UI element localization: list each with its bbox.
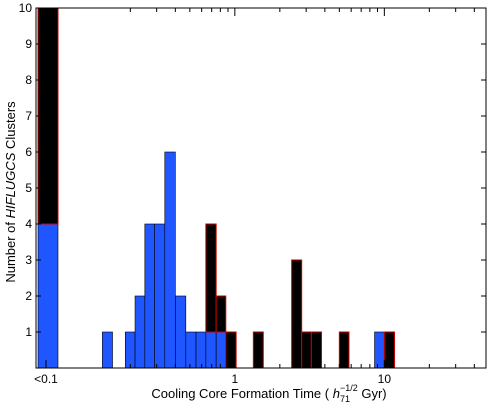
bar-black-14 — [291, 259, 303, 369]
y-tick-label-10: 10 — [19, 1, 33, 15]
plot-frame — [35, 7, 487, 369]
bar-blue-3 — [134, 295, 146, 369]
y-tick-label-7: 7 — [25, 109, 32, 123]
x-axis-title: Cooling Core Formation Time ( h71−1/2 Gy… — [151, 383, 386, 404]
bar-blue-6 — [164, 151, 176, 369]
bar-blue-10 — [205, 331, 217, 369]
y-axis-title-text: Number of — [3, 218, 18, 282]
bar-black-13 — [252, 331, 264, 369]
bar-black-19 — [383, 331, 396, 369]
y-tick-label-5: 5 — [25, 181, 32, 195]
bar-black-17 — [338, 331, 350, 369]
bar-black-15 — [301, 331, 312, 369]
y-tick-label-2: 2 — [25, 289, 32, 303]
x-axis-title-text: Cooling Core Formation Time ( — [151, 386, 332, 401]
y-tick-label-9: 9 — [25, 37, 32, 51]
bar-black-10 — [205, 223, 217, 333]
y-tick-label-6: 6 — [25, 145, 32, 159]
bar-black-11 — [215, 295, 227, 333]
bar-blue-2 — [124, 331, 136, 369]
x-tick-label-1: 1 — [231, 372, 238, 386]
axes-group — [35, 7, 487, 369]
x-axis-title-h-sup: −1/2 — [340, 383, 358, 393]
y-axis-title: Number of HIFLUGCS Clusters — [3, 101, 18, 283]
x-tick-label-0: <0.1 — [34, 372, 58, 386]
bar-blue-7 — [175, 295, 187, 369]
y-tick-label-4: 4 — [25, 217, 32, 231]
x-axis-title-h-sub: 71 — [340, 394, 350, 404]
ticks-group: 1 2 3 4 5 6 7 8 9 10 <0.1 1 10 — [19, 1, 486, 386]
bar-blue-9 — [195, 331, 207, 369]
bar-blue-1 — [102, 331, 113, 369]
y-axis-title-italic: HIFLUGCS — [3, 152, 18, 218]
x-axis-title-h: h — [333, 386, 340, 401]
bar-blue-8 — [185, 331, 197, 369]
x-axis-title-unit: Gyr) — [358, 386, 387, 401]
bar-black-16 — [310, 331, 323, 369]
bars-group — [37, 7, 396, 369]
y-tick-label-1: 1 — [25, 325, 32, 339]
bar-blue-4 — [144, 223, 155, 369]
bar-blue-5 — [154, 223, 166, 369]
x-tick-label-2: 10 — [378, 372, 392, 386]
bar-blue-11 — [215, 331, 227, 369]
y-tick-label-3: 3 — [25, 253, 32, 267]
y-tick-label-8: 8 — [25, 73, 32, 87]
bar-blue-18 — [374, 331, 385, 369]
y-axis-title-text-end: Clusters — [3, 101, 18, 153]
